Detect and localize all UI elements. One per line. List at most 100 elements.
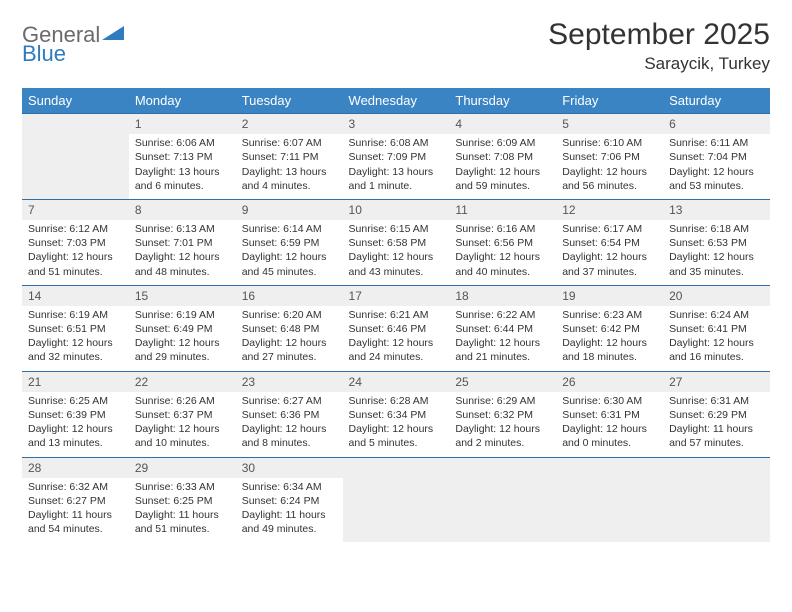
daylight-text: Daylight: 11 hours [28,508,123,522]
sunrise-text: Sunrise: 6:10 AM [562,136,657,150]
sunrise-text: Sunrise: 6:23 AM [562,308,657,322]
col-wednesday: Wednesday [343,88,450,114]
sunset-text: Sunset: 6:46 PM [349,322,444,336]
sunrise-text: Sunrise: 6:17 AM [562,222,657,236]
calendar-week: 14Sunrise: 6:19 AMSunset: 6:51 PMDayligh… [22,285,770,371]
daylight-text: and 0 minutes. [562,436,657,450]
sunset-text: Sunset: 6:36 PM [242,408,337,422]
sunset-text: Sunset: 6:27 PM [28,494,123,508]
sunrise-text: Sunrise: 6:27 AM [242,394,337,408]
daylight-text: Daylight: 12 hours [669,250,764,264]
sunset-text: Sunset: 6:24 PM [242,494,337,508]
calendar-cell: 8Sunrise: 6:13 AMSunset: 7:01 PMDaylight… [129,199,236,285]
day-number: 5 [556,114,663,134]
calendar-cell: 17 Sunrise: 6:21 AMSunset: 6:46 PMDayligh… [343,285,450,371]
calendar-cell: 11Sunrise: 6:16 AMSunset: 6:56 PMDayligh… [449,199,556,285]
daylight-text: Daylight: 12 hours [562,250,657,264]
sunrise-text: Sunrise: 6:18 AM [669,222,764,236]
sunset-text: Sunset: 6:49 PM [135,322,230,336]
day-number: 23 [236,372,343,392]
calendar-cell [663,457,770,542]
calendar-cell: 13 Sunrise: 6:18 AMSunset: 6:53 PMDayligh… [663,199,770,285]
daylight-text: and 13 minutes. [28,436,123,450]
day-number: 26 [556,372,663,392]
sunset-text: Sunset: 6:41 PM [669,322,764,336]
day-number: 4 [449,114,556,134]
day-number: 15 [129,286,236,306]
day-number: 21 [22,372,129,392]
daylight-text: Daylight: 12 hours [455,336,550,350]
daylight-text: Daylight: 12 hours [349,422,444,436]
day-number: 28 [22,458,129,478]
sunset-text: Sunset: 6:34 PM [349,408,444,422]
daylight-text: and 32 minutes. [28,350,123,364]
sunrise-text: Sunrise: 6:08 AM [349,136,444,150]
col-tuesday: Tuesday [236,88,343,114]
daylight-text: and 45 minutes. [242,265,337,279]
sunrise-text: Sunrise: 6:20 AM [242,308,337,322]
day-number: 7 [22,200,129,220]
calendar-cell: 30Sunrise: 6:34 AMSunset: 6:24 PMDayligh… [236,457,343,542]
col-thursday: Thursday [449,88,556,114]
calendar-cell: 28Sunrise: 6:32 AMSunset: 6:27 PMDayligh… [22,457,129,542]
sunrise-text: Sunrise: 6:09 AM [455,136,550,150]
sunset-text: Sunset: 6:39 PM [28,408,123,422]
sunset-text: Sunset: 6:53 PM [669,236,764,250]
day-number: 17 [343,286,450,306]
daylight-text: and 37 minutes. [562,265,657,279]
daylight-text: and 24 minutes. [349,350,444,364]
sunset-text: Sunset: 6:58 PM [349,236,444,250]
calendar-cell: 9Sunrise: 6:14 AMSunset: 6:59 PMDaylight… [236,199,343,285]
sunrise-text: Sunrise: 6:16 AM [455,222,550,236]
sunrise-text: Sunrise: 6:30 AM [562,394,657,408]
day-number: 25 [449,372,556,392]
sunrise-text: Sunrise: 6:29 AM [455,394,550,408]
calendar-cell: 26Sunrise: 6:30 AMSunset: 6:31 PMDayligh… [556,371,663,457]
calendar-week: 1Sunrise: 6:06 AMSunset: 7:13 PMDaylight… [22,114,770,200]
daylight-text: and 4 minutes. [242,179,337,193]
daylight-text: Daylight: 12 hours [562,336,657,350]
calendar-week: 21 Sunrise: 6:25 AMSunset: 6:39 PM Dayligh… [22,371,770,457]
daylight-text: and 18 minutes. [562,350,657,364]
daylight-text: Daylight: 13 hours [349,165,444,179]
sunrise-text: Sunrise: 6:14 AM [242,222,337,236]
calendar-cell: 19Sunrise: 6:23 AMSunset: 6:42 PMDayligh… [556,285,663,371]
calendar-cell [343,457,450,542]
daylight-text: and 51 minutes. [28,265,123,279]
sunrise-text: Sunrise: 6:22 AM [455,308,550,322]
calendar-cell: 24Sunrise: 6:28 AMSunset: 6:34 PMDayligh… [343,371,450,457]
daylight-text: Daylight: 12 hours [242,422,337,436]
day-number: 29 [129,458,236,478]
calendar-cell: 15Sunrise: 6:19 AMSunset: 6:49 PMDayligh… [129,285,236,371]
day-header-row: Sunday Monday Tuesday Wednesday Thursday… [22,88,770,114]
daylight-text: and 59 minutes. [455,179,550,193]
sunrise-text: Sunrise: 6:25 AM [28,394,123,408]
calendar-cell: 1Sunrise: 6:06 AMSunset: 7:13 PMDaylight… [129,114,236,200]
daylight-text: Daylight: 12 hours [135,422,230,436]
daylight-text: and 6 minutes. [135,179,230,193]
daylight-text: Daylight: 12 hours [562,165,657,179]
daylight-text: Daylight: 12 hours [242,250,337,264]
daylight-text: Daylight: 12 hours [455,165,550,179]
sunrise-text: Sunrise: 6:21 AM [349,308,444,322]
daylight-text: and 16 minutes. [669,350,764,364]
sunrise-text: Sunrise: 6:06 AM [135,136,230,150]
daylight-text: Daylight: 11 hours [135,508,230,522]
daylight-text: and 51 minutes. [135,522,230,536]
sunset-text: Sunset: 7:11 PM [242,150,337,164]
sunset-text: Sunset: 7:01 PM [135,236,230,250]
sunset-text: Sunset: 6:51 PM [28,322,123,336]
daylight-text: and 1 minute. [349,179,444,193]
calendar-cell: 2Sunrise: 6:07 AMSunset: 7:11 PMDaylight… [236,114,343,200]
calendar-cell: 3Sunrise: 6:08 AMSunset: 7:09 PMDaylight… [343,114,450,200]
col-sunday: Sunday [22,88,129,114]
daylight-text: and 57 minutes. [669,436,764,450]
daylight-text: Daylight: 12 hours [669,165,764,179]
day-number: 10 [343,200,450,220]
calendar-cell: 6Sunrise: 6:11 AMSunset: 7:04 PMDaylight… [663,114,770,200]
sunrise-text: Sunrise: 6:13 AM [135,222,230,236]
sunset-text: Sunset: 6:31 PM [562,408,657,422]
daylight-text: Daylight: 12 hours [349,336,444,350]
day-number: 13 [663,200,770,220]
sunset-text: Sunset: 6:54 PM [562,236,657,250]
